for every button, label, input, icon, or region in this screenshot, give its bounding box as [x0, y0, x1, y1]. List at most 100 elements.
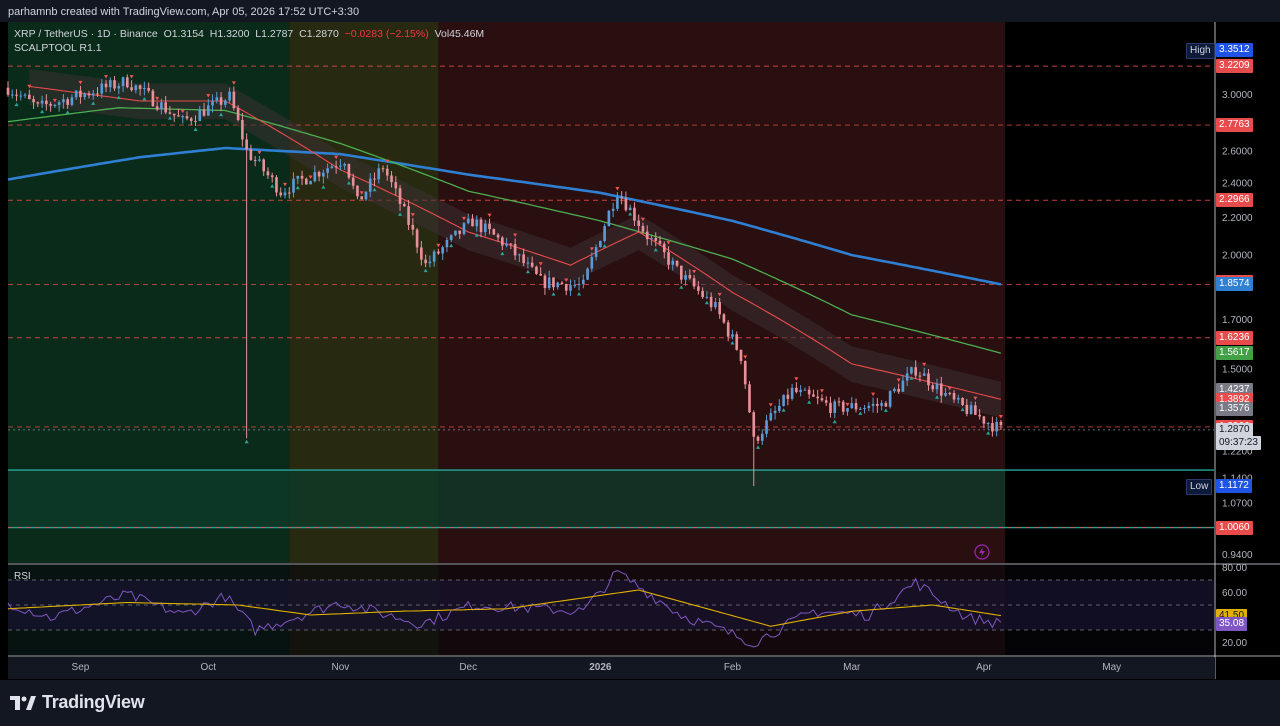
sell-marker: [436, 243, 441, 248]
candle-body: [211, 100, 214, 106]
candle-body: [624, 198, 628, 211]
candle-body: [215, 97, 219, 101]
candle-body: [394, 182, 398, 189]
candle-body: [160, 102, 163, 110]
price-tick-label: 1.2200: [1222, 447, 1253, 458]
candle-body: [986, 423, 990, 425]
candle-body: [893, 388, 896, 392]
candle-body: [978, 414, 981, 417]
candle-body: [905, 373, 909, 381]
candle-body: [377, 168, 381, 180]
candle-body: [317, 172, 321, 177]
candle-body: [671, 260, 675, 265]
candle-body: [569, 285, 572, 291]
candle-body: [304, 178, 308, 185]
chart-svg[interactable]: 3.0000 2.6000 2.4000 2.2000 2.0000 1.7000 1.50…: [0, 0, 1280, 680]
buy-marker: [116, 95, 121, 100]
candle-body: [351, 177, 355, 186]
time-tick-label: Nov: [331, 662, 349, 673]
price-tag: 1.1172: [1216, 478, 1252, 493]
price-tick-label: 2.0000: [1222, 251, 1253, 262]
ema-slow-line: [7, 146, 1002, 286]
ohlc-legend: XRP / TetherUS · 1D · Binance O1.3154 H1…: [14, 28, 484, 40]
candle-body: [620, 197, 623, 199]
time-tick-label: Feb: [724, 662, 742, 673]
time-tick-label: 2026: [589, 662, 612, 673]
candle-body: [748, 384, 751, 413]
candle-body: [914, 367, 918, 376]
candle-body: [185, 116, 189, 119]
candle-body: [300, 175, 304, 179]
candle-body: [961, 397, 964, 405]
candle-body: [283, 192, 287, 196]
sell-marker: [538, 262, 543, 266]
candle-body: [462, 223, 466, 234]
candle-body: [803, 389, 807, 391]
candle-body: [756, 436, 760, 441]
lightning-bolt: [979, 547, 985, 557]
rsi-title[interactable]: RSI: [14, 571, 31, 582]
candle-body: [270, 175, 274, 178]
sell-marker: [768, 403, 773, 407]
sell-marker: [334, 155, 339, 160]
candle-body: [931, 385, 935, 390]
candle-body: [62, 99, 65, 103]
candle-body: [594, 247, 598, 257]
candle-body: [684, 275, 687, 280]
candle-body: [488, 223, 491, 230]
rsi-tick-label: 20.00: [1222, 638, 1247, 649]
candle-body: [790, 387, 794, 399]
buy-marker: [807, 400, 812, 404]
candle-body: [181, 116, 185, 118]
candle-body: [841, 401, 845, 412]
time-axis[interactable]: Sep Oct Nov Dec 2026 Feb Mar Apr May: [72, 662, 1122, 673]
candle-body: [177, 115, 180, 117]
buy-marker: [602, 243, 607, 248]
buy-marker: [270, 184, 275, 188]
indicator-legend[interactable]: SCALPTOOL R1.1: [14, 42, 102, 54]
sell-marker: [640, 217, 645, 222]
candle-body: [552, 277, 555, 288]
candle-body: [356, 185, 359, 197]
candle-body: [407, 206, 410, 225]
sell-marker: [385, 159, 390, 164]
candle-body: [752, 412, 756, 437]
candle-body: [956, 397, 960, 400]
sell-marker: [129, 75, 134, 79]
candle-body: [697, 286, 700, 291]
buy-marker: [653, 247, 658, 252]
candle-body: [927, 373, 930, 386]
symbol-title[interactable]: XRP / TetherUS · 1D · Binance: [14, 28, 158, 40]
buy-marker: [346, 181, 351, 185]
candle-body: [513, 244, 517, 256]
open-value: O1.3154: [163, 28, 204, 40]
candle-body: [309, 181, 312, 185]
candle-body: [888, 391, 892, 407]
tradingview-brand[interactable]: TradingView: [10, 692, 145, 713]
candle-body: [87, 93, 91, 96]
price-tag: 1.8574: [1216, 277, 1253, 292]
sell-marker: [308, 175, 313, 180]
candle-body: [198, 109, 202, 122]
candle-body: [219, 97, 223, 105]
candle-body: [117, 86, 121, 89]
sell-marker: [589, 247, 594, 251]
candle-body: [543, 275, 547, 289]
buy-marker: [398, 212, 403, 216]
candle-body: [83, 93, 87, 98]
candle-body: [168, 112, 172, 114]
candle-body: [705, 296, 709, 298]
candle-body: [581, 279, 585, 284]
candle-body: [547, 277, 551, 289]
candle-body: [837, 401, 841, 403]
candle-body: [833, 401, 837, 413]
candle-body: [858, 408, 862, 410]
candle-body: [590, 256, 594, 269]
price-axis[interactable]: 3.0000 2.6000 2.4000 2.2000 2.0000 1.7000 1.50…: [1222, 90, 1253, 649]
candles: [6, 74, 1003, 487]
candle-body: [275, 177, 278, 193]
candle-body: [458, 230, 462, 234]
buy-marker: [142, 96, 147, 101]
price-tick-label: 1.7000: [1222, 315, 1253, 326]
candle-body: [445, 239, 449, 248]
